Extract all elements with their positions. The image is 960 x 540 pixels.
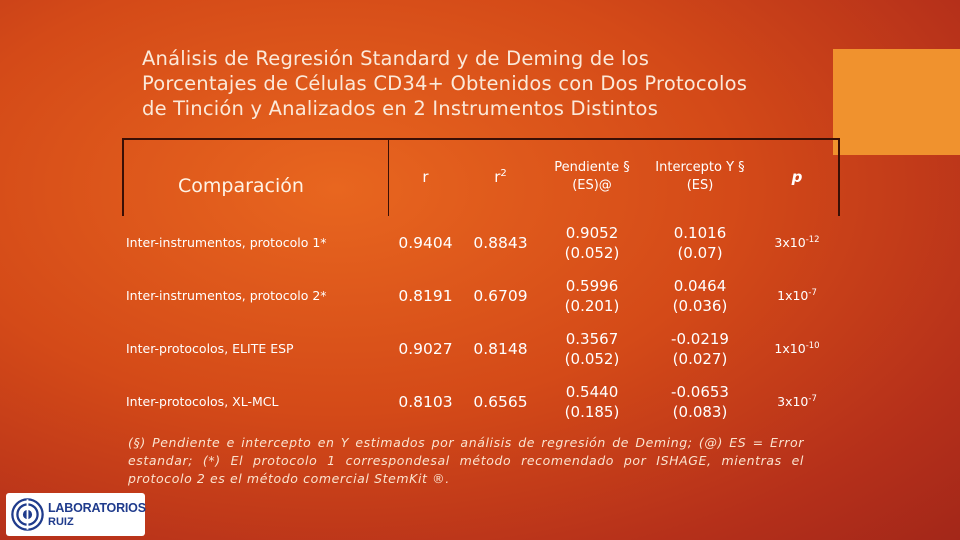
cell-r2: 0.6565: [473, 392, 528, 411]
row-label: Inter-protocolos, XL-MCL: [126, 394, 279, 409]
row-label: Inter-protocolos, ELITE ESP: [126, 341, 294, 356]
header-intercept-line1: Intercepto Y §: [655, 160, 745, 175]
table-row: Inter-instrumentos, protocolo 1* 0.9404 …: [122, 216, 840, 269]
cell-slope-value: 0.3567: [565, 329, 619, 348]
table-header-row: Comparación r r2 Pendiente § (ES)@ Inter…: [122, 138, 840, 216]
slide-title: Análisis de Regresión Standard y de Demi…: [142, 46, 832, 121]
cell-slope-es: (0.052): [564, 243, 620, 262]
title-line-3: de Tinción y Analizados en 2 Instrumento…: [142, 97, 659, 120]
header-intercept-line2: (ES): [686, 178, 714, 193]
cell-intercept-es: (0.07): [677, 243, 723, 262]
regression-table: Comparación r r2 Pendiente § (ES)@ Inter…: [122, 138, 840, 428]
cell-p: 3x10-12: [754, 216, 840, 269]
header-comparison: Comparación: [178, 175, 304, 197]
cell-intercept: -0.0653 (0.083): [646, 375, 754, 428]
cell-intercept-value: 0.1016: [673, 223, 727, 242]
cell-slope: 0.3567 (0.052): [538, 322, 646, 375]
row-label: Inter-instrumentos, protocolo 2*: [126, 288, 327, 303]
cell-intercept: 0.1016 (0.07): [646, 216, 754, 269]
title-line-1: Análisis de Regresión Standard y de Demi…: [142, 47, 650, 70]
cell-p: 1x10-7: [754, 269, 840, 322]
row-label: Inter-instrumentos, protocolo 1*: [126, 235, 327, 250]
accent-square: [833, 49, 960, 155]
cell-slope-es: (0.052): [564, 349, 620, 368]
header-r2: r2: [463, 138, 538, 216]
header-r: r: [422, 168, 429, 186]
header-r2-base: r: [494, 168, 501, 186]
cell-r: 0.9404: [398, 233, 453, 252]
cell-slope-value: 0.5440: [565, 382, 619, 401]
cell-intercept: -0.0219 (0.027): [646, 322, 754, 375]
cell-r: 0.9027: [398, 339, 453, 358]
logo-emblem-icon: [11, 498, 44, 531]
header-slope-line1: Pendiente §: [554, 160, 630, 175]
title-line-2: Porcentajes de Células CD34+ Obtenidos c…: [142, 72, 748, 95]
cell-slope-es: (0.201): [564, 296, 620, 315]
cell-r: 0.8103: [398, 392, 453, 411]
cell-slope: 0.5440 (0.185): [538, 375, 646, 428]
header-p: p: [791, 168, 803, 186]
cell-p-exp: -7: [808, 393, 817, 404]
cell-intercept-es: (0.027): [672, 349, 728, 368]
cell-p: 3x10-7: [754, 375, 840, 428]
cell-slope-value: 0.5996: [565, 276, 619, 295]
logo-line-1: LABORATORIOS: [48, 500, 146, 515]
cell-p: 1x10-10: [754, 322, 840, 375]
company-logo: LABORATORIOS RUIZ: [6, 493, 146, 536]
logo-text: LABORATORIOS RUIZ: [48, 501, 146, 529]
cell-intercept-es: (0.083): [672, 402, 728, 421]
logo-line-2: RUIZ: [48, 515, 74, 528]
table-row: Inter-protocolos, ELITE ESP 0.9027 0.814…: [122, 322, 840, 375]
cell-slope: 0.9052 (0.052): [538, 216, 646, 269]
cell-r2: 0.6709: [473, 286, 528, 305]
cell-slope-value: 0.9052: [565, 223, 619, 242]
header-intercept: Intercepto Y § (ES): [646, 138, 754, 216]
cell-r2: 0.8148: [473, 339, 528, 358]
cell-intercept-value: 0.0464: [673, 276, 727, 295]
cell-r: 0.8191: [398, 286, 453, 305]
cell-p-base: 3x10: [774, 235, 806, 251]
cell-p-base: 1x10: [777, 288, 809, 304]
header-r2-sup: 2: [500, 168, 507, 179]
cell-slope: 0.5996 (0.201): [538, 269, 646, 322]
cell-p-exp: -7: [808, 287, 817, 298]
cell-p-base: 3x10: [777, 394, 809, 410]
cell-p-exp: -12: [805, 234, 820, 245]
header-slope-line2: (ES)@: [572, 178, 612, 193]
header-slope: Pendiente § (ES)@: [538, 138, 646, 216]
cell-p-base: 1x10: [774, 341, 806, 357]
cell-intercept: 0.0464 (0.036): [646, 269, 754, 322]
cell-p-exp: -10: [805, 340, 820, 351]
cell-intercept-value: -0.0219: [671, 329, 729, 348]
footnote: (§) Pendiente e intercepto en Y estimado…: [128, 435, 804, 486]
cell-intercept-es: (0.036): [672, 296, 728, 315]
table-row: Inter-protocolos, XL-MCL 0.8103 0.6565 0…: [122, 375, 840, 428]
table-row: Inter-instrumentos, protocolo 2* 0.8191 …: [122, 269, 840, 322]
cell-slope-es: (0.185): [564, 402, 620, 421]
cell-intercept-value: -0.0653: [671, 382, 729, 401]
cell-r2: 0.8843: [473, 233, 528, 252]
